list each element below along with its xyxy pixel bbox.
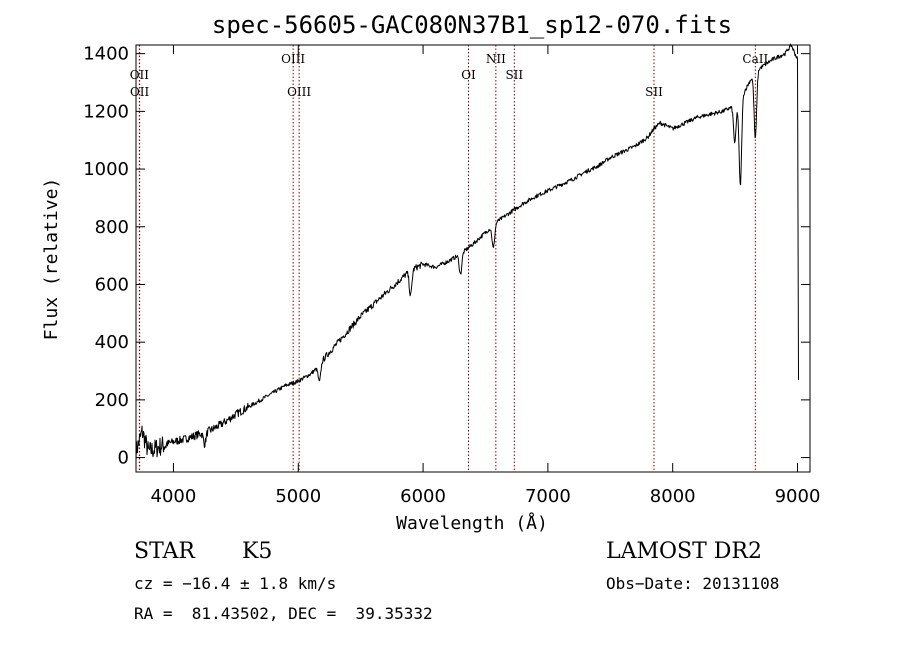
line-marker-label: OI <box>461 68 476 82</box>
x-axis-label: Wavelength (Å) <box>396 512 548 534</box>
x-tick-label: 9000 <box>775 486 821 507</box>
y-tick-label: 600 <box>95 274 129 295</box>
chart-title: spec-56605-GAC080N37B1_sp12-070.fits <box>212 11 732 39</box>
y-tick-label: 200 <box>95 390 129 411</box>
object-subclass: K5 <box>242 539 273 564</box>
x-tick-label: 8000 <box>650 486 696 507</box>
line-marker-label: NII <box>486 52 506 66</box>
spectrum-series <box>135 43 799 462</box>
y-tick-label: 0 <box>118 448 129 469</box>
survey-name: LAMOST DR2 <box>606 539 762 564</box>
line-marker-label: SII <box>645 85 663 99</box>
y-tick-label: 1200 <box>83 101 129 122</box>
line-marker-label: OIII <box>287 85 311 99</box>
line-marker-label: CaII <box>742 52 768 66</box>
plot-frame <box>135 44 811 473</box>
coordinates-text: RA = 81.43502, DEC = 39.35332 <box>134 604 433 623</box>
x-tick-label: 5000 <box>275 486 321 507</box>
x-tick-label: 6000 <box>400 486 446 507</box>
x-tick-label: 4000 <box>151 486 197 507</box>
line-marker-label: OII <box>130 68 150 82</box>
y-tick-label: 400 <box>95 332 129 353</box>
y-tick-label: 800 <box>95 217 129 238</box>
spectrum-line <box>135 43 799 462</box>
x-tick-label: 7000 <box>525 486 571 507</box>
y-tick-label: 1400 <box>83 44 129 65</box>
emission-line-markers: OII OII OIII OIII OI NII SII SII CaII <box>130 45 768 472</box>
y-tick-label: 1000 <box>83 159 129 180</box>
line-marker-label: SII <box>505 68 523 82</box>
y-axis-label: Flux (relative) <box>41 178 62 341</box>
object-class: STAR <box>134 539 195 564</box>
line-marker-label: OII <box>130 85 150 99</box>
obs-date-text: Obs−Date: 20131108 <box>606 574 780 593</box>
y-axis-ticks: 0 200 400 600 800 1000 1200 1400 <box>83 44 810 469</box>
redshift-text: cz = −16.4 ± 1.8 km/s <box>134 574 337 593</box>
line-marker-label: OIII <box>281 52 305 66</box>
x-axis-ticks: 4000 5000 6000 7000 8000 9000 <box>151 45 821 507</box>
